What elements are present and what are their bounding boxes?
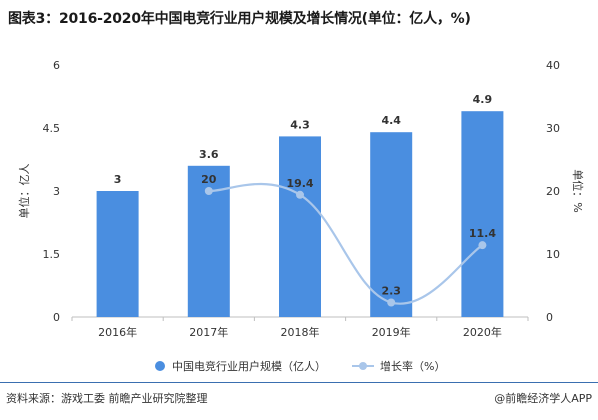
y-left-axis-title: 单位：亿人 (17, 164, 31, 219)
bar (279, 136, 321, 317)
line-value-label: 2.3 (381, 285, 401, 298)
line-point (296, 190, 304, 199)
y-right-tick-label: 0 (546, 311, 553, 324)
y-right-tick-label: 10 (546, 248, 560, 261)
footer-divider (0, 382, 598, 383)
legend-line-swatch-dot (359, 362, 367, 370)
source-note: 资料来源：游戏工委 前瞻产业研究院整理 (6, 392, 208, 405)
y-left-tick-label: 6 (53, 59, 60, 72)
legend-bar-label: 中国电竞行业用户规模（亿人） (172, 359, 326, 373)
line-value-label: 11.4 (469, 227, 496, 240)
bar (96, 191, 139, 317)
bar-value-label: 3.6 (199, 148, 219, 161)
line-value-label: 19.4 (286, 177, 313, 190)
axes: 2016年 2017年 2018年 2019年 2020年01.534.56010203… (17, 59, 585, 339)
x-tick-label: 2016年 (98, 325, 137, 339)
y-left-tick-label: 1.5 (43, 248, 61, 261)
y-right-tick-label: 30 (546, 122, 560, 135)
legend-bar-swatch (155, 361, 165, 371)
bar-series: 3 3.6 4.3 4.4 4.9 (96, 93, 504, 317)
growth-line-series: 20 19.4 2.3 11.4 (201, 173, 496, 307)
brand-watermark: @前瞻经济学人APP (494, 392, 592, 405)
legend-line-label: 增长率（%） (380, 359, 445, 373)
bar (461, 111, 504, 317)
bar (370, 132, 413, 317)
line-point (478, 241, 487, 250)
line-point (387, 298, 396, 307)
x-tick-label: 2020年 (463, 325, 502, 339)
x-tick-label: 2019年 (372, 325, 411, 339)
y-left-tick-label: 3 (53, 185, 60, 198)
bar-value-label: 4.3 (290, 118, 310, 131)
x-tick-label: 2017年 (189, 325, 228, 339)
y-left-tick-label: 0 (53, 311, 60, 324)
legend: 中国电竞行业用户规模（亿人） 增长率（%） (155, 359, 445, 373)
line-value-label: 20 (201, 173, 217, 186)
bar-value-label: 4.4 (381, 114, 401, 127)
growth-line (208, 182, 484, 305)
y-right-tick-label: 20 (546, 185, 560, 198)
line-point (204, 187, 213, 195)
y-left-tick-label: 4.5 (43, 122, 61, 135)
x-tick-label: 2018年 (281, 325, 320, 339)
bar-value-label: 3 (114, 173, 122, 186)
y-right-axis-title: 单位：% (571, 169, 585, 212)
y-right-tick-label: 40 (546, 59, 560, 72)
chart-title: 图表3：2016-2020年中国电竞行业用户规模及增长情况(单位：亿人，%) (8, 11, 471, 27)
bar-value-label: 4.9 (473, 93, 493, 106)
